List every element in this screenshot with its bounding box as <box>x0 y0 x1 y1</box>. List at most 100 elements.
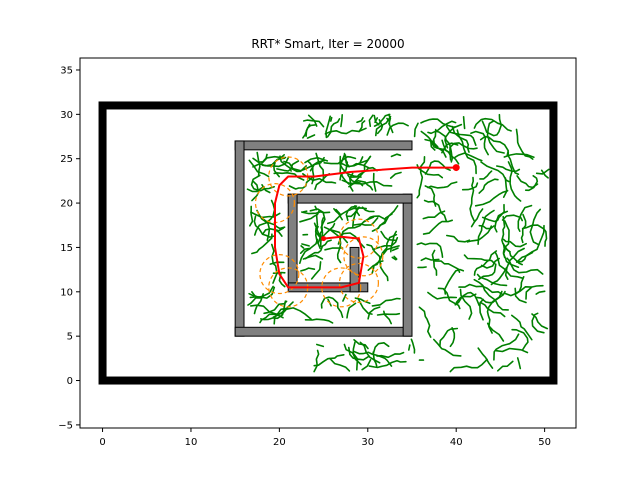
tree-branch <box>502 177 508 198</box>
tree-branch <box>301 211 331 215</box>
tree-branch <box>386 122 409 136</box>
tree-branch <box>252 156 290 168</box>
tree-branch <box>352 350 393 367</box>
tree-branch <box>410 338 416 354</box>
tree-branch <box>416 156 426 199</box>
tree-branch <box>506 257 544 275</box>
tree-branch <box>346 302 357 319</box>
tree-branch <box>253 293 264 315</box>
obstacle <box>287 193 413 204</box>
tree-branch <box>427 181 458 189</box>
tree-branch <box>367 306 381 320</box>
tree-branch <box>301 243 310 247</box>
tree-branch <box>517 204 533 232</box>
tree-branch <box>302 254 324 260</box>
x-tick-label: 20 <box>273 437 286 448</box>
tree-branch <box>470 208 484 228</box>
tree-branch <box>263 300 288 315</box>
tree-branch <box>391 247 399 252</box>
tree-branch <box>313 354 345 367</box>
tree-branch <box>371 297 401 307</box>
tree-branch <box>248 292 255 297</box>
tree-branch <box>515 128 534 160</box>
tree-branch <box>376 312 401 316</box>
tree-branch <box>372 351 378 367</box>
tree-branch <box>427 120 457 135</box>
tree-branch <box>361 359 372 371</box>
tree-branch <box>309 156 325 172</box>
tree-branch <box>481 113 502 137</box>
tree-branch <box>501 214 523 222</box>
tree-branch <box>372 342 390 354</box>
tree-branch <box>376 351 405 359</box>
tree-branch <box>340 114 343 128</box>
axes: 0 10 20 30 40 50 −5 0 5 10 15 20 25 30 35 <box>58 57 577 448</box>
tree-branch <box>335 208 341 215</box>
tree-branch <box>373 113 391 127</box>
tree-branch <box>520 213 527 244</box>
tree-branch <box>253 215 275 238</box>
tree-branch <box>433 338 462 357</box>
tree-branch <box>435 130 453 163</box>
tree-branch <box>475 290 506 304</box>
tree-branch <box>353 217 379 226</box>
tree-branch <box>347 174 374 191</box>
tree-branch <box>477 209 495 245</box>
tree-branch <box>516 357 522 370</box>
tree-branch <box>473 250 498 276</box>
tree-branch <box>307 114 318 127</box>
tree-branch <box>315 152 325 182</box>
tree-branch <box>325 115 331 139</box>
path-layer <box>274 164 460 289</box>
chart-title: RRT* Smart, Iter = 20000 <box>251 37 404 51</box>
y-tick-label: 0 <box>67 376 73 387</box>
tree-branch <box>535 290 546 295</box>
tree-branch <box>299 238 319 254</box>
tree-branch <box>418 306 432 338</box>
tree-branch <box>494 251 524 279</box>
tree-branch <box>495 347 529 354</box>
y-tick-label: 30 <box>60 110 73 121</box>
tree-branch <box>511 314 533 341</box>
tree-branch <box>283 159 326 172</box>
tree-branch <box>470 130 489 156</box>
tree-branch <box>437 287 461 310</box>
tree-branch <box>476 273 508 287</box>
tree-branch <box>382 245 400 256</box>
tree-branch <box>358 120 366 133</box>
obstacle <box>234 326 413 337</box>
tree-branch <box>359 341 381 364</box>
tree-branch <box>433 260 461 273</box>
beacon-circle <box>343 236 384 277</box>
tree-branch <box>256 151 261 177</box>
tree-branch <box>329 228 349 244</box>
tree-branch <box>420 257 440 262</box>
tree-branch <box>413 122 419 138</box>
tree-branch <box>540 169 549 179</box>
x-tick-label: 50 <box>538 437 551 448</box>
tree-branch <box>343 343 362 366</box>
tree-branch <box>461 182 479 191</box>
beacon-circle <box>259 254 300 295</box>
tree-branch <box>309 208 326 241</box>
tree-branch <box>478 263 497 281</box>
tree-layer <box>246 113 550 373</box>
tree-branch <box>330 116 333 122</box>
tree-branch <box>422 219 453 235</box>
obstacle <box>234 140 245 337</box>
tree-branch <box>348 346 370 361</box>
tree-branch <box>315 225 319 244</box>
y-ticks: −5 0 5 10 15 20 25 30 35 <box>58 65 80 431</box>
tree-branch <box>313 349 320 373</box>
tree-branch <box>521 224 548 247</box>
y-tick-label: 35 <box>60 65 73 76</box>
tree-branch <box>261 228 283 237</box>
tree-branch <box>356 117 364 124</box>
tree-branch <box>480 161 510 183</box>
tree-branch <box>497 360 514 372</box>
tree-branch <box>341 179 393 187</box>
tree-branch <box>486 120 505 154</box>
obstacle <box>402 193 413 337</box>
